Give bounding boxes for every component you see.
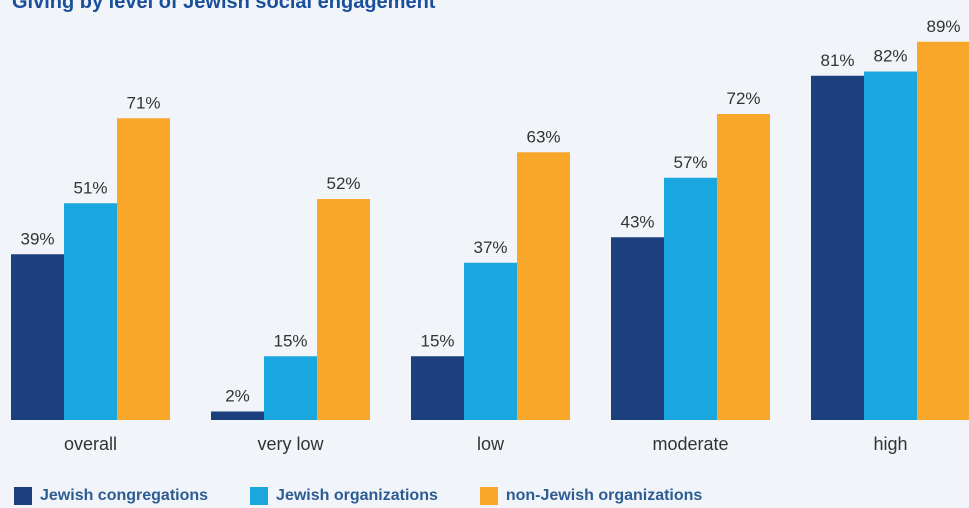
data-label-very-low-jewish-congregations: 2% bbox=[225, 387, 250, 406]
data-label-high-non-jewish-organizations: 89% bbox=[926, 17, 960, 36]
bar-very-low-jewish-organizations bbox=[264, 356, 317, 420]
legend-label-non-jewish-organizations: non-Jewish organizations bbox=[506, 487, 702, 505]
category-label-low: low bbox=[477, 434, 505, 454]
data-label-low-non-jewish-organizations: 63% bbox=[526, 127, 560, 146]
data-label-moderate-non-jewish-organizations: 72% bbox=[726, 89, 760, 108]
chart-legend: Jewish congregations Jewish organization… bbox=[14, 487, 744, 505]
bar-very-low-jewish-congregations bbox=[211, 412, 264, 421]
data-label-low-jewish-organizations: 37% bbox=[473, 238, 507, 257]
data-label-moderate-jewish-organizations: 57% bbox=[673, 153, 707, 172]
bar-low-jewish-organizations bbox=[464, 263, 517, 420]
legend-item-jewish-congregations: Jewish congregations bbox=[14, 487, 208, 505]
data-label-high-jewish-organizations: 82% bbox=[873, 47, 907, 66]
bar-overall-jewish-congregations bbox=[11, 254, 64, 420]
category-label-very-low: very low bbox=[257, 434, 324, 454]
legend-label-jewish-organizations: Jewish organizations bbox=[276, 487, 438, 505]
bar-high-non-jewish-organizations bbox=[917, 42, 969, 420]
bar-low-non-jewish-organizations bbox=[517, 152, 570, 420]
data-label-overall-non-jewish-organizations: 71% bbox=[126, 93, 160, 112]
legend-swatch-jewish-organizations bbox=[250, 487, 268, 505]
category-label-moderate: moderate bbox=[652, 434, 728, 454]
bar-low-jewish-congregations bbox=[411, 356, 464, 420]
data-label-very-low-non-jewish-organizations: 52% bbox=[326, 174, 360, 193]
data-label-moderate-jewish-congregations: 43% bbox=[620, 212, 654, 231]
legend-label-jewish-congregations: Jewish congregations bbox=[40, 487, 208, 505]
bar-overall-jewish-organizations bbox=[64, 203, 117, 420]
bar-chart: 39% 51% 71% overall 2% 15% 52% very low 15% 37% 63… bbox=[0, 0, 969, 470]
bar-moderate-jewish-organizations bbox=[664, 178, 717, 420]
bar-overall-non-jewish-organizations bbox=[117, 118, 170, 420]
bar-high-jewish-organizations bbox=[864, 72, 917, 421]
legend-item-non-jewish-organizations: non-Jewish organizations bbox=[480, 487, 702, 505]
legend-item-jewish-organizations: Jewish organizations bbox=[250, 487, 438, 505]
data-label-low-jewish-congregations: 15% bbox=[420, 331, 454, 350]
bar-moderate-jewish-congregations bbox=[611, 237, 664, 420]
data-label-overall-jewish-organizations: 51% bbox=[73, 178, 107, 197]
legend-swatch-non-jewish-organizations bbox=[480, 487, 498, 505]
category-label-overall: overall bbox=[64, 434, 117, 454]
bar-moderate-non-jewish-organizations bbox=[717, 114, 770, 420]
bar-high-jewish-congregations bbox=[811, 76, 864, 420]
data-label-very-low-jewish-organizations: 15% bbox=[273, 331, 307, 350]
data-label-high-jewish-congregations: 81% bbox=[820, 51, 854, 70]
data-label-overall-jewish-congregations: 39% bbox=[20, 229, 54, 248]
category-label-high: high bbox=[873, 434, 907, 454]
bar-very-low-non-jewish-organizations bbox=[317, 199, 370, 420]
legend-swatch-jewish-congregations bbox=[14, 487, 32, 505]
